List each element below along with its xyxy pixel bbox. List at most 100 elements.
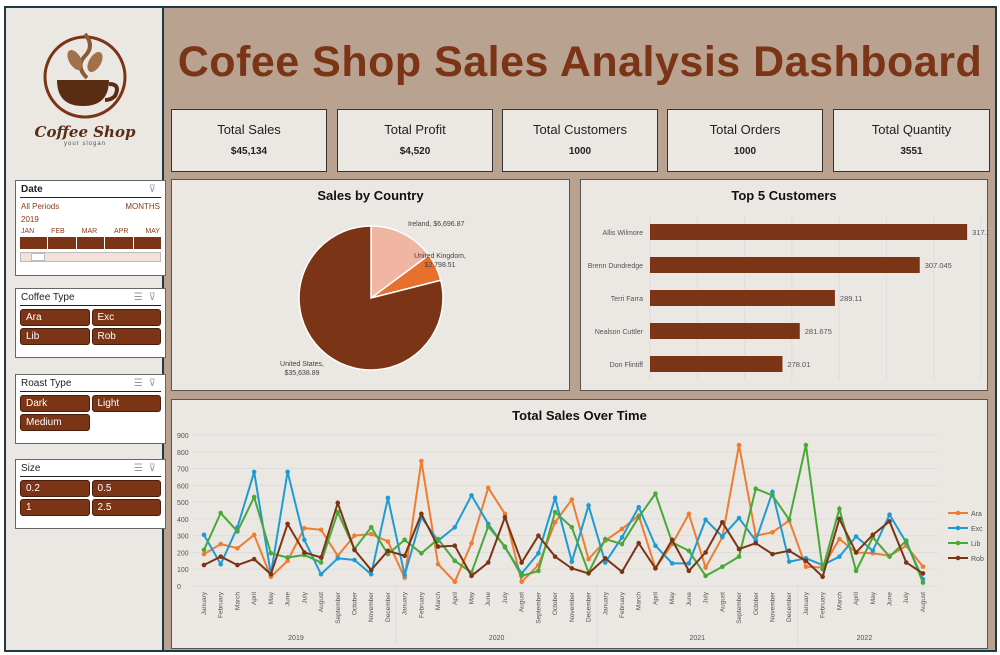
slicer-item-0-5[interactable]: 0.5: [91, 480, 161, 497]
data-point: [653, 491, 658, 497]
data-point: [335, 500, 341, 506]
data-point: [770, 493, 775, 498]
data-point: [602, 560, 608, 565]
multi-select-icon[interactable]: ☰: [133, 292, 143, 303]
data-point: [402, 553, 407, 559]
data-point: [485, 560, 491, 565]
data-point: [268, 571, 274, 577]
bar-category-label: Brenn Dundredge: [588, 263, 643, 270]
slicer-title: Roast Type: [21, 378, 72, 389]
kpi-label: Total Customers: [533, 122, 627, 137]
data-point: [352, 547, 357, 553]
bar-value-label: 281.675: [805, 327, 832, 336]
y-tick-label: 700: [177, 467, 189, 474]
month-bar[interactable]: [133, 237, 162, 249]
kpi-label: Total Orders: [709, 122, 781, 137]
sidebar: Coffee Shop your slogan Date ⊽ All Period…: [6, 8, 166, 650]
data-point: [920, 580, 926, 585]
data-point: [720, 534, 725, 539]
x-tick-label: January: [201, 591, 208, 615]
data-point: [452, 579, 458, 585]
multi-select-icon[interactable]: ☰: [133, 378, 143, 389]
x-tick-label: August: [519, 592, 526, 612]
data-point: [853, 568, 859, 574]
data-point: [485, 524, 491, 529]
clear-filter-icon[interactable]: ⊽: [148, 184, 156, 195]
data-point: [218, 510, 224, 516]
timeline-scrollbar[interactable]: [20, 252, 161, 262]
line-chart: 0 100 200 300 400 500 600 700 800 900 January Febru…: [177, 433, 984, 645]
bar-category-label: Nealson Cuttler: [595, 329, 644, 336]
month-label: MAY: [145, 228, 160, 235]
x-tick-label: May: [870, 591, 877, 604]
month-bar[interactable]: [76, 237, 105, 249]
slicer-item-medium[interactable]: Medium: [20, 414, 90, 431]
data-point: [820, 574, 825, 580]
data-point: [435, 536, 441, 542]
data-point: [803, 564, 809, 570]
logo-slogan: your slogan: [63, 141, 107, 147]
date-level-dropdown[interactable]: MONTHS: [125, 202, 160, 211]
month-label: JAN: [21, 228, 35, 235]
month-bar[interactable]: [20, 237, 48, 249]
slicer-item-dark[interactable]: Dark: [20, 395, 90, 412]
month-bar[interactable]: [105, 237, 133, 249]
data-point: [335, 556, 341, 561]
x-tick-label: August: [920, 592, 927, 612]
slicer-item-lib[interactable]: Lib: [20, 328, 90, 345]
data-point: [536, 533, 541, 538]
data-point: [853, 550, 859, 555]
bar: [650, 257, 920, 273]
data-point: [285, 521, 290, 527]
x-tick-label: May: [669, 591, 676, 604]
data-point: [502, 511, 508, 517]
slicer-item-ara[interactable]: Ara: [20, 309, 90, 326]
chart-title: Total Sales Over Time: [512, 408, 647, 423]
slicer-item-exc[interactable]: Exc: [91, 309, 161, 326]
data-point: [786, 559, 792, 564]
clear-filter-icon[interactable]: ⊽: [148, 378, 156, 389]
data-point: [536, 550, 541, 556]
x-tick-label: June: [887, 592, 894, 606]
data-point: [368, 531, 374, 537]
data-point: [920, 571, 926, 576]
bar-category-label: Allis Wilmore: [603, 230, 644, 237]
data-point: [452, 558, 458, 564]
y-tick-label: 300: [177, 534, 189, 541]
x-tick-label: April: [251, 591, 258, 605]
y-tick-label: 800: [177, 450, 189, 457]
data-point: [686, 568, 692, 574]
slicer-item-light[interactable]: Light: [91, 395, 161, 412]
data-point: [736, 546, 742, 552]
legend-label: Exc: [971, 526, 983, 533]
data-point: [385, 539, 391, 544]
multi-select-icon[interactable]: ☰: [133, 463, 143, 474]
data-point: [302, 525, 307, 531]
data-point: [552, 509, 558, 515]
data-point: [251, 532, 257, 538]
data-point: [837, 554, 842, 559]
data-point: [452, 524, 458, 530]
pie-data-label: Ireland, $6,696.87: [408, 221, 465, 228]
bar-value-label: 307.045: [925, 261, 952, 270]
coffee-cup-logo-icon: [43, 32, 127, 119]
scroll-thumb[interactable]: [31, 253, 45, 261]
y-tick-label: 200: [177, 550, 189, 557]
clear-filter-icon[interactable]: ⊽: [148, 463, 156, 474]
clear-filter-icon[interactable]: ⊽: [148, 292, 156, 303]
pie-slice: [370, 225, 430, 300]
data-point: [837, 506, 842, 512]
month-bar[interactable]: [48, 237, 76, 249]
slicer-title: Coffee Type: [21, 292, 75, 303]
slicer-item-rob[interactable]: Rob: [91, 328, 161, 345]
kpi-label: Total Profit: [384, 122, 446, 137]
dashboard-title: Cofee Shop Sales Analysis Dashboard: [177, 38, 983, 86]
x-tick-label: February: [218, 591, 225, 618]
kpi-value: $4,520: [399, 146, 431, 157]
slicer-item-2-5[interactable]: 2.5: [91, 499, 161, 516]
slicer-item-0-2[interactable]: 0.2: [20, 480, 90, 497]
y-tick-label: 400: [177, 517, 189, 524]
data-point: [619, 569, 625, 575]
slicer-item-1[interactable]: 1: [20, 499, 90, 516]
data-point: [302, 550, 307, 555]
